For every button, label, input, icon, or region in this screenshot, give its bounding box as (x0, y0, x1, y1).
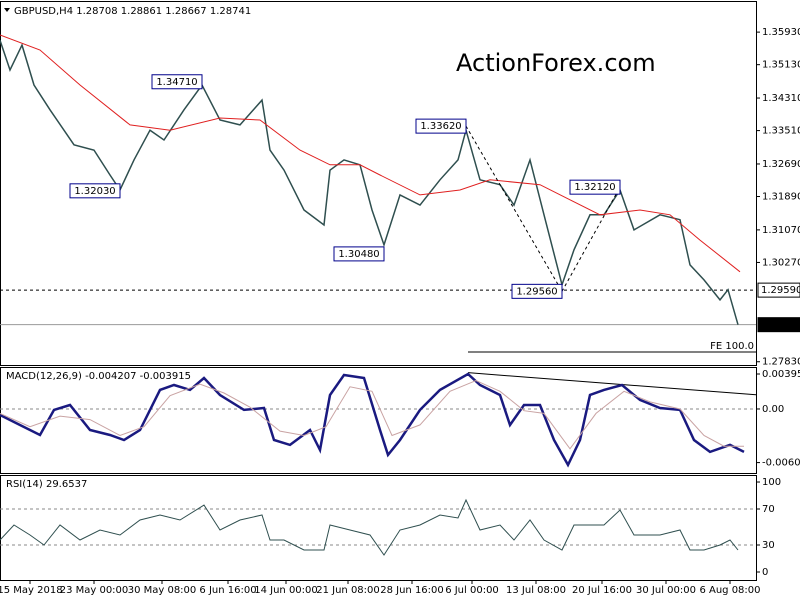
annotation-label: 1.30480 (338, 249, 379, 260)
y-tick-label: 1.34310 (762, 93, 800, 104)
x-tick-label: 21 Jun 08:00 (316, 585, 380, 596)
annotation-label: 1.34710 (156, 77, 197, 88)
x-tick-label: 30 Jul 00:00 (636, 585, 696, 596)
watermark: ActionForex.com (456, 49, 656, 77)
x-tick-label: 15 May 2018 (0, 585, 63, 596)
macd-panel (0, 367, 757, 474)
series-line (0, 498, 739, 556)
x-tick-label: 6 Jun 16:00 (199, 585, 256, 596)
y-tick-label: 1.35930 (762, 27, 800, 38)
y-tick-label: 0 (762, 567, 768, 578)
x-tick-label: 23 May 00:00 (60, 585, 129, 596)
annotation-box (151, 74, 203, 90)
x-tick-label: 6 Aug 08:00 (699, 585, 760, 596)
x-tick-label: 14 Jun 00:00 (254, 585, 318, 596)
level-label: 1.28741 (761, 320, 800, 331)
series-line (0, 380, 744, 450)
annotation-label: 1.33620 (420, 121, 461, 132)
annotation-label: 1.29560 (516, 286, 557, 297)
annotation-box (333, 246, 385, 262)
x-tick-label: 28 Jun 16:00 (380, 585, 444, 596)
annotation-box (69, 183, 121, 199)
x-tick-label: 6 Jul 00:00 (445, 585, 499, 596)
level-label-box (757, 317, 800, 333)
rsi-title: RSI(14) 29.6537 (6, 479, 87, 490)
swing-line (465, 125, 563, 292)
annotation-box (511, 283, 563, 299)
swing-line (561, 186, 621, 292)
main-panel (0, 1, 757, 366)
annotation-box (415, 118, 467, 134)
y-tick-label: 1.27830 (762, 357, 800, 368)
level-label: 1.29590 (761, 285, 800, 296)
y-tick-label: 1.31890 (762, 192, 800, 203)
x-tick-label: 20 Jul 16:00 (572, 585, 632, 596)
y-tick-label: 30 (762, 540, 775, 551)
annotation-box (569, 179, 621, 195)
rsi-panel (0, 475, 757, 581)
y-tick-label: 1.32690 (762, 159, 800, 170)
annotation-label: 1.32120 (574, 182, 615, 193)
y-tick-label: 1.31070 (762, 225, 800, 236)
macd-title: MACD(12,26,9) -0.004207 -0.003915 (6, 371, 191, 382)
trendline (467, 372, 757, 396)
series-line (0, 372, 745, 468)
y-tick-label: 0.00 (762, 404, 784, 415)
chart-title: GBPUSD,H4 1.28708 1.28861 1.28667 1.2874… (14, 6, 251, 17)
y-tick-label: 1.35130 (762, 60, 800, 71)
x-tick-label: 13 Jul 08:00 (506, 585, 566, 596)
y-tick-label: 0.003951 (762, 369, 800, 380)
series-line (0, 34, 741, 273)
menu-arrow (4, 8, 10, 12)
y-tick-label: 1.30270 (762, 257, 800, 268)
y-tick-label: 70 (762, 504, 775, 515)
y-tick-label: 100 (762, 477, 781, 488)
fe-label: FE 100.0 (710, 341, 754, 352)
y-tick-label: -0.006055 (762, 458, 800, 469)
level-label-box (757, 282, 800, 298)
y-tick-label: 1.33510 (762, 126, 800, 137)
x-tick-label: 30 May 08:00 (128, 585, 197, 596)
annotation-label: 1.32030 (74, 186, 115, 197)
